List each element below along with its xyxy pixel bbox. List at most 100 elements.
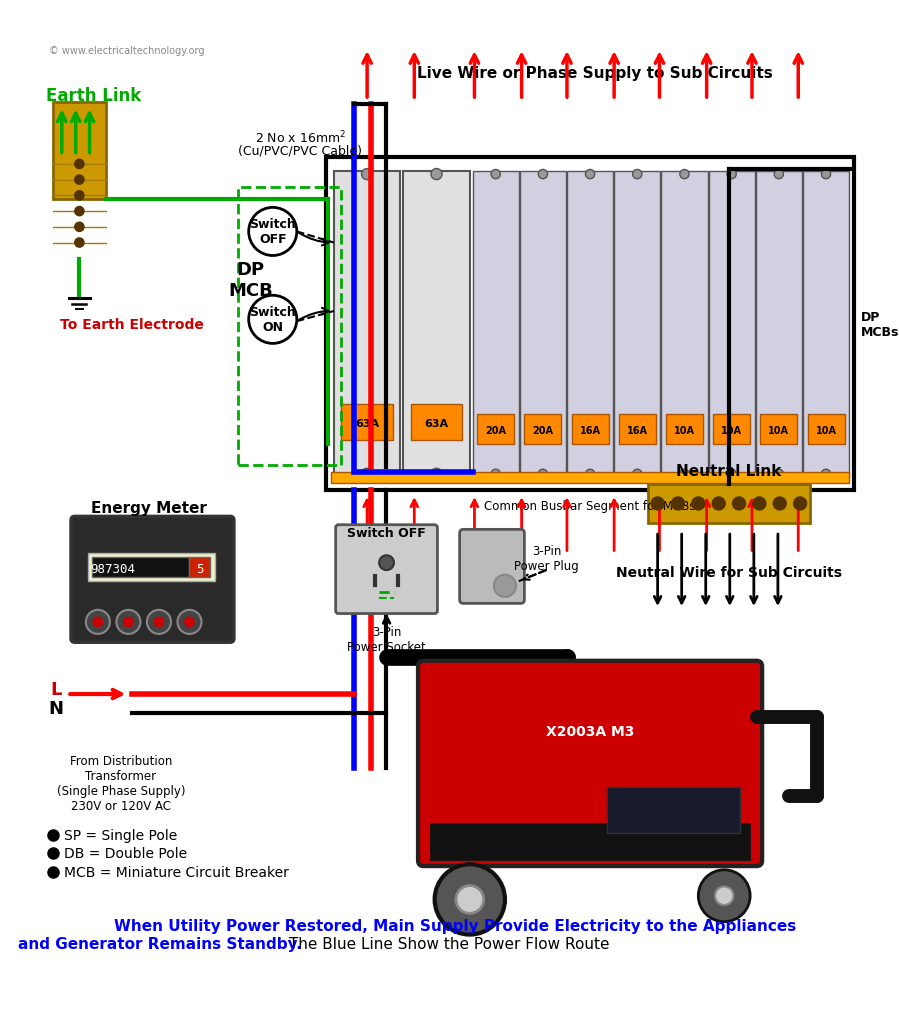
- Circle shape: [733, 497, 745, 511]
- Bar: [52, 103, 106, 200]
- Circle shape: [75, 223, 84, 232]
- FancyBboxPatch shape: [418, 661, 762, 866]
- Circle shape: [699, 870, 750, 922]
- Text: 20A: 20A: [485, 426, 506, 436]
- Circle shape: [434, 864, 505, 934]
- Text: L: L: [50, 681, 62, 698]
- Text: 3-Pin
Power Socket: 3-Pin Power Socket: [347, 625, 426, 653]
- Text: (Cu/PVC/PVC Cable): (Cu/PVC/PVC Cable): [238, 145, 362, 157]
- Circle shape: [633, 170, 642, 179]
- Circle shape: [585, 470, 595, 479]
- Circle shape: [361, 469, 373, 480]
- Circle shape: [155, 618, 164, 627]
- Text: 10A: 10A: [674, 426, 695, 436]
- Bar: [567, 172, 613, 477]
- Text: When Utility Power Restored, Main Supply Provide Electricity to the Appliances: When Utility Power Restored, Main Supply…: [114, 918, 797, 933]
- Circle shape: [456, 886, 484, 913]
- Circle shape: [633, 470, 642, 479]
- Bar: [761, 415, 797, 445]
- Circle shape: [680, 470, 689, 479]
- Circle shape: [672, 497, 684, 511]
- Text: 16A: 16A: [627, 426, 648, 436]
- FancyBboxPatch shape: [459, 530, 524, 604]
- Bar: [431, 823, 749, 859]
- Bar: [331, 473, 850, 484]
- Circle shape: [124, 618, 133, 627]
- FancyBboxPatch shape: [335, 525, 438, 613]
- Circle shape: [491, 170, 501, 179]
- Circle shape: [116, 610, 140, 634]
- Circle shape: [680, 170, 689, 179]
- Text: 16A: 16A: [580, 426, 601, 436]
- Circle shape: [177, 610, 201, 634]
- Text: 63A: 63A: [355, 419, 379, 429]
- Text: To Earth Electrode: To Earth Electrode: [60, 318, 204, 331]
- Circle shape: [774, 170, 783, 179]
- Text: (Single Phase Supply): (Single Phase Supply): [57, 784, 185, 797]
- Text: 20A: 20A: [532, 426, 554, 436]
- Bar: [713, 415, 750, 445]
- Circle shape: [753, 497, 766, 511]
- Text: 230V or 120V AC: 230V or 120V AC: [71, 799, 171, 812]
- Circle shape: [85, 610, 110, 634]
- Text: 10A: 10A: [721, 426, 743, 436]
- Bar: [524, 415, 561, 445]
- Bar: [572, 415, 609, 445]
- Circle shape: [727, 170, 736, 179]
- Circle shape: [491, 470, 501, 479]
- Text: Switch
ON: Switch ON: [249, 306, 296, 334]
- Text: Switch
OFF: Switch OFF: [249, 218, 296, 247]
- Circle shape: [185, 618, 194, 627]
- Circle shape: [692, 497, 705, 511]
- Bar: [411, 406, 462, 440]
- Circle shape: [379, 555, 394, 571]
- Text: Switch OFF: Switch OFF: [347, 526, 426, 539]
- Circle shape: [431, 169, 442, 180]
- Circle shape: [249, 296, 297, 344]
- Circle shape: [75, 238, 84, 248]
- Text: X2003A M3: X2003A M3: [546, 725, 635, 739]
- Circle shape: [93, 618, 102, 627]
- Bar: [520, 172, 566, 477]
- Circle shape: [147, 610, 171, 634]
- Circle shape: [75, 160, 84, 169]
- Circle shape: [539, 170, 547, 179]
- Text: 63A: 63A: [424, 419, 449, 429]
- Bar: [607, 787, 740, 833]
- Text: 987304: 987304: [90, 562, 135, 575]
- Text: 2 No x 16mm$\mathregular{^2}$: 2 No x 16mm$\mathregular{^2}$: [254, 129, 346, 147]
- Circle shape: [494, 575, 516, 597]
- Circle shape: [822, 470, 831, 479]
- Circle shape: [651, 497, 664, 511]
- Circle shape: [822, 170, 831, 179]
- Circle shape: [773, 497, 787, 511]
- Bar: [477, 415, 514, 445]
- Bar: [807, 415, 844, 445]
- Circle shape: [585, 170, 595, 179]
- Text: Common Busbar Segment for MCBs: Common Busbar Segment for MCBs: [485, 499, 696, 513]
- Circle shape: [431, 469, 442, 480]
- Bar: [666, 415, 703, 445]
- Text: DB = Double Pole: DB = Double Pole: [64, 847, 187, 860]
- Bar: [619, 415, 655, 445]
- Text: 5: 5: [196, 562, 203, 575]
- Text: 3-Pin
Power Plug: 3-Pin Power Plug: [514, 544, 579, 573]
- FancyBboxPatch shape: [71, 517, 234, 643]
- Circle shape: [727, 470, 736, 479]
- Text: From Distribution: From Distribution: [70, 754, 173, 767]
- Bar: [237, 187, 342, 465]
- Circle shape: [712, 497, 725, 511]
- Text: 10A: 10A: [769, 426, 789, 436]
- Text: The Blue Line Show the Power Flow Route: The Blue Line Show the Power Flow Route: [284, 936, 610, 952]
- Text: MCB = Miniature Circuit Breaker: MCB = Miniature Circuit Breaker: [64, 865, 289, 878]
- Bar: [756, 172, 802, 477]
- Text: Transformer: Transformer: [85, 769, 156, 783]
- Text: kWh: kWh: [138, 562, 165, 575]
- Text: © www.electricaltechnology.org: © www.electricaltechnology.org: [49, 46, 204, 56]
- Bar: [93, 557, 190, 578]
- Bar: [662, 172, 708, 477]
- Circle shape: [774, 470, 783, 479]
- Bar: [88, 554, 216, 582]
- Text: SP = Single Pole: SP = Single Pole: [64, 827, 177, 842]
- Bar: [342, 406, 393, 440]
